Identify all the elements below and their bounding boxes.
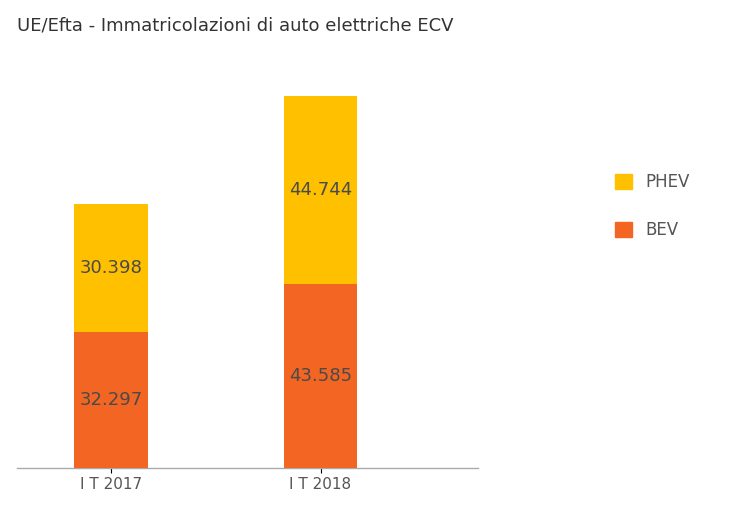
Text: 32.297: 32.297 (80, 391, 142, 409)
Bar (74, 332, 147, 468)
Bar (284, 96, 357, 285)
Legend: PHEV, BEV: PHEV, BEV (615, 174, 690, 239)
Text: 43.585: 43.585 (289, 367, 352, 385)
Bar (74, 204, 147, 332)
Text: 30.398: 30.398 (80, 259, 142, 277)
Bar (284, 285, 357, 468)
Text: 44.744: 44.744 (289, 181, 352, 200)
Text: UE/Efta - Immatricolazioni di auto elettriche ECV: UE/Efta - Immatricolazioni di auto elett… (17, 17, 453, 35)
